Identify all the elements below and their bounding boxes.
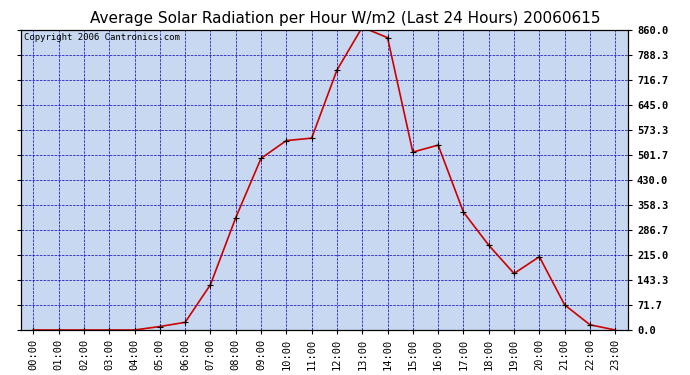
Text: Average Solar Radiation per Hour W/m2 (Last 24 Hours) 20060615: Average Solar Radiation per Hour W/m2 (L… [90,11,600,26]
Text: Copyright 2006 Cantronics.com: Copyright 2006 Cantronics.com [23,33,179,42]
